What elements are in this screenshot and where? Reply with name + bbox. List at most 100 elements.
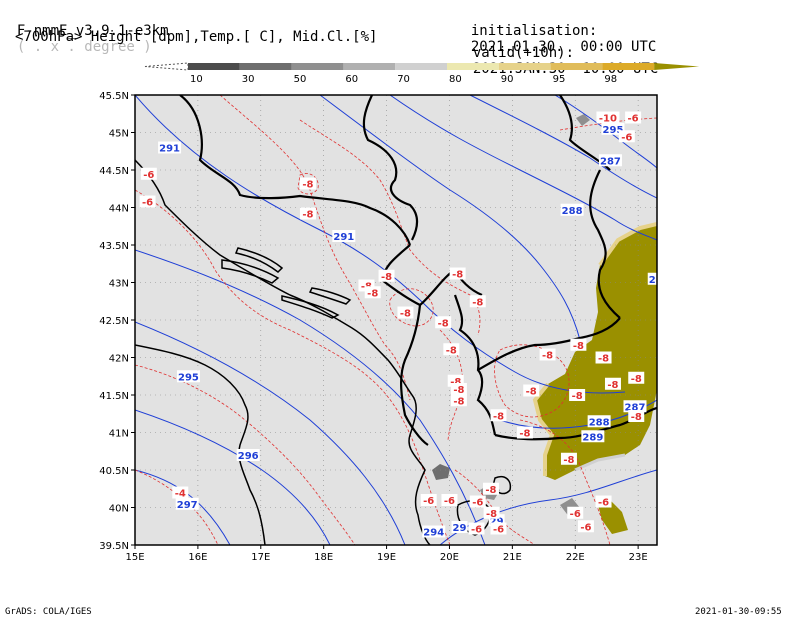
temp-label: -8	[493, 411, 504, 422]
init-label: initialisation:	[470, 23, 598, 39]
lat-tick-label: 42.5N	[99, 316, 129, 327]
temp-label: -4	[175, 489, 186, 500]
height-label-bg	[647, 272, 657, 285]
border-line	[589, 169, 621, 319]
temp-label-bg	[443, 343, 460, 356]
init-time: initialisation: 2021.01.30. 00:00 UTC	[454, 7, 656, 55]
lat-tick-label: 41.5N	[99, 391, 129, 402]
temp-label: -8	[563, 455, 574, 466]
lon-tick-label: 21E	[503, 552, 522, 563]
valid-label: valid(+10h):	[472, 45, 575, 61]
temp-label: -6	[143, 170, 154, 181]
height-label-bg	[560, 203, 584, 216]
temp-label: -8	[631, 412, 642, 423]
temp-label-bg	[539, 348, 556, 361]
temp-label: -8	[400, 309, 411, 320]
temp-label-bg	[628, 410, 645, 422]
colorbar-tick: 10	[190, 74, 203, 85]
lon-tick-label: 15E	[125, 552, 144, 563]
temp-label: -6	[471, 525, 482, 536]
colorbar-tick: 60	[345, 74, 358, 85]
height-label: 29	[453, 523, 467, 534]
model-name: F-nmmE_v3.9.1-e3km ( . x . degree )	[0, 7, 169, 55]
init-value: 2021.01.30. 00:00 UTC	[470, 39, 657, 55]
lat-tick-label: 39.5N	[99, 541, 129, 552]
temp-label-bg	[299, 177, 316, 190]
height-label: 291	[333, 232, 354, 243]
colorbar-segment	[447, 63, 499, 70]
height-label-bg	[158, 141, 182, 154]
border-line	[362, 95, 419, 241]
height-label-bg	[422, 525, 446, 538]
temp-label: -8	[542, 351, 553, 362]
temp-label-bg	[569, 389, 586, 401]
temp-label-bg	[523, 384, 540, 397]
lon-tick-label: 20E	[440, 552, 459, 563]
lon-tick-label: 18E	[314, 552, 333, 563]
colorbar-tick: 90	[501, 74, 514, 85]
colorbar-tick: 80	[449, 74, 462, 85]
temp-label: -6	[423, 496, 434, 507]
lat-tick-label: 45N	[109, 129, 129, 140]
temp-label-bg	[625, 111, 642, 124]
height-label-bg	[601, 122, 625, 135]
height-contour	[135, 249, 486, 545]
colorbar-low-cap	[144, 62, 189, 71]
height-contour	[135, 321, 406, 545]
lon-tick-label: 19E	[377, 552, 396, 563]
lat-tick-label: 41N	[109, 429, 129, 440]
temp-label: -6	[142, 198, 153, 209]
temp-label-bg	[441, 494, 458, 506]
height-contour	[389, 95, 657, 241]
temp-label: -8	[607, 380, 618, 391]
temp-label: -6	[444, 496, 455, 507]
temp-label-bg	[299, 207, 316, 220]
height-label: 295	[178, 372, 199, 383]
temp-label: -8	[631, 374, 642, 385]
height-label-bg	[332, 230, 356, 242]
temp-label: -8	[485, 485, 496, 496]
height-label: 288	[589, 417, 610, 428]
colorbar-high-cap	[654, 63, 700, 70]
temp-label-bg	[140, 167, 157, 180]
temp-label: -10	[599, 114, 617, 125]
height-label-bg	[623, 400, 647, 413]
height-label-bg	[175, 497, 199, 510]
temp-label: -8	[367, 288, 378, 299]
temp-label-bg	[567, 506, 584, 519]
border-line	[477, 317, 621, 371]
temp-label: -8	[450, 377, 461, 388]
temp-label: -8	[472, 297, 483, 308]
temp-label-bg	[420, 494, 437, 506]
colorbar-segment	[602, 63, 655, 70]
temp-label: -8	[438, 318, 449, 329]
temp-label: -8	[572, 391, 583, 402]
temp-contour	[297, 173, 319, 195]
temp-label-bg	[516, 426, 533, 439]
height-label: 294	[423, 528, 444, 539]
lat-tick-label: 44.5N	[99, 166, 129, 177]
temp-label-bg	[604, 377, 621, 390]
temp-contour	[135, 189, 451, 545]
lon-tick-label: 22E	[566, 552, 585, 563]
height-label: 295	[603, 125, 624, 136]
temp-label-bg	[468, 522, 485, 535]
temp-contour	[219, 95, 411, 401]
colorbar-tick: 70	[397, 74, 410, 85]
colorbar-segment	[395, 63, 447, 70]
height-contour	[135, 409, 331, 545]
temp-label: -8	[573, 341, 584, 352]
temp-label: -6	[628, 114, 639, 125]
cloud-patch	[576, 114, 590, 126]
temp-label-bg	[628, 371, 645, 384]
height-contour	[319, 95, 581, 341]
height-contour	[469, 95, 657, 199]
temp-label: -8	[452, 270, 463, 281]
colorbar-tick: 95	[553, 74, 566, 85]
coastline	[135, 344, 266, 545]
temp-label-bg	[435, 316, 452, 329]
footer-right: 2021-01-30-09:55	[695, 607, 782, 617]
lat-tick-label: 43N	[109, 279, 129, 290]
lon-tick-label: 17E	[251, 552, 270, 563]
height-label: 291	[159, 144, 180, 155]
